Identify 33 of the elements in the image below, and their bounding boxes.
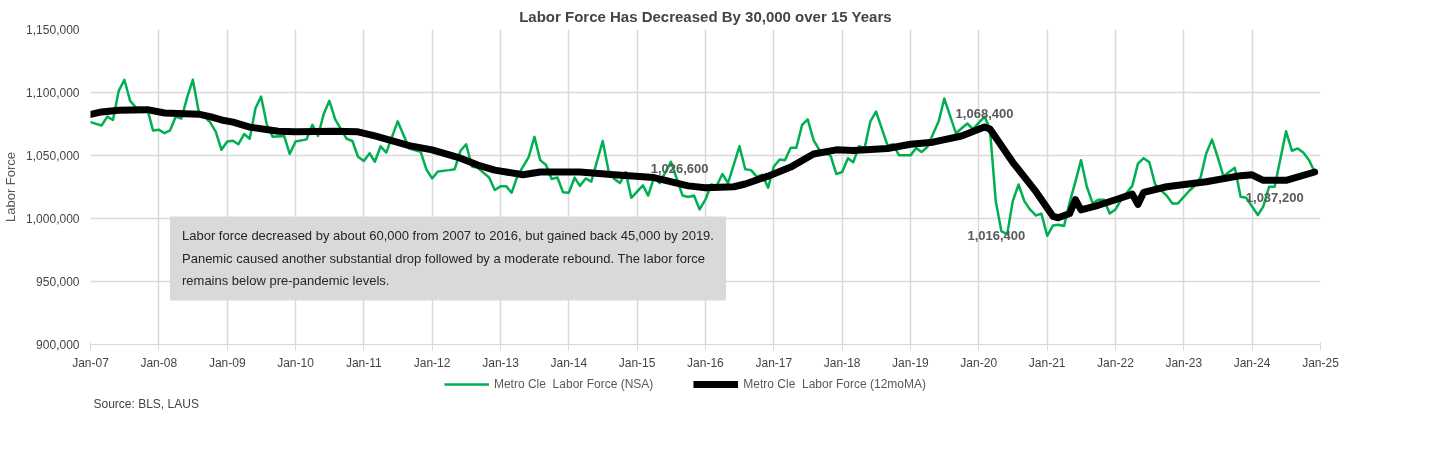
x-tick-label: Jan-22 <box>1097 355 1135 370</box>
x-tick-label: Jan-21 <box>1028 355 1066 370</box>
x-tick-label: Jan-13 <box>482 355 520 370</box>
x-tick-label: Jan-11 <box>345 355 383 370</box>
x-tick-label: Jan-24 <box>1233 355 1271 370</box>
legend-label: Metro Cle Labor Force (NSA) <box>493 377 654 391</box>
x-tick-label: Jan-18 <box>823 355 861 370</box>
y-tick-label: 900,000 <box>36 338 80 352</box>
x-tick-label: Jan-19 <box>892 355 930 370</box>
y-axis-title: Labor Force <box>3 151 19 223</box>
x-tick-label: Jan-07 <box>72 355 110 370</box>
annotation: 1,016,400 <box>967 227 1026 243</box>
y-tick-label: 1,100,000 <box>26 86 80 100</box>
y-tick-label: 1,050,000 <box>26 149 80 163</box>
x-tick-label: Jan-23 <box>1165 355 1203 370</box>
x-tick-label: Jan-12 <box>413 355 451 370</box>
x-tick-label: Jan-25 <box>1302 355 1340 370</box>
source-note: Source: BLS, LAUS <box>93 396 199 411</box>
x-tick-label: Jan-15 <box>618 355 656 370</box>
x-tick-label: Jan-14 <box>550 355 588 370</box>
annotation: Labor force decreased by about 60,000 from 2007 to 2016, but gained back 45,000 by 2019. Panemic caused another substantial drop followed by a moderate rebound. The labor force remains below pre-pandemic levels. <box>182 228 714 289</box>
y-tick-label: 950,000 <box>36 275 80 289</box>
x-tick-label: Jan-10 <box>277 355 315 370</box>
x-tick-label: Jan-17 <box>755 355 793 370</box>
legend-label: Metro Cle Labor Force (12moMA) <box>743 377 927 391</box>
x-tick-label: Jan-16 <box>687 355 725 370</box>
y-tick-label: 1,150,000 <box>26 23 80 37</box>
chart-title: Labor Force Has Decreased By 30,000 over 15 Years <box>519 7 892 25</box>
x-tick-label: Jan-20 <box>960 355 998 370</box>
y-tick-label: 1,000,000 <box>26 212 80 226</box>
x-tick-label: Jan-08 <box>140 355 178 370</box>
annotation: 1,068,400 <box>955 106 1014 122</box>
x-tick-label: Jan-09 <box>208 355 246 370</box>
